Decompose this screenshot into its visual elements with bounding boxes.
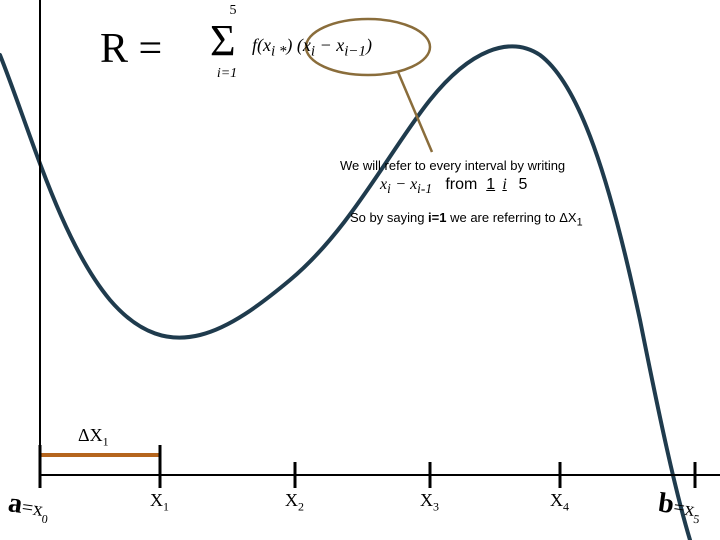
function-curve: [0, 46, 690, 540]
sum-lower-limit: i=1: [212, 66, 242, 82]
diagram-svg: [0, 0, 720, 540]
note-line3: So by saying i=1 we are referring to ΔX1: [350, 210, 583, 229]
endpoint-b: b=x5: [656, 487, 703, 527]
summand-paren: (x: [297, 35, 311, 55]
note-line2: xi − xi-1 from 1 i 5: [380, 176, 527, 197]
note-from: from: [445, 176, 477, 193]
formula-lhs: R =: [100, 25, 162, 73]
summand-im1: i−1: [344, 44, 366, 60]
diagram-stage: R = 5 Σ i=1 f(xi *) (xi − xi−1) We will …: [0, 0, 720, 540]
summand-f: f(x: [252, 35, 271, 55]
note-im1: i-1: [417, 181, 432, 196]
note-minus: − x: [395, 176, 417, 193]
delta-x1-label: ΔX1: [78, 425, 109, 450]
summand-minus: − x: [315, 35, 344, 55]
tick-label-x4: X4: [550, 490, 569, 515]
note-range-le2: [507, 181, 510, 192]
tick-label-x1: X1: [150, 490, 169, 515]
note3-post: we are referring to ΔX: [446, 210, 576, 225]
endpoint-a: a=x0: [6, 487, 52, 527]
tick-label-x2: X2: [285, 490, 304, 515]
summand: f(xi *) (xi − xi−1): [252, 35, 372, 61]
note3-bold: i=1: [428, 210, 446, 225]
note-range-5: 5: [518, 176, 527, 193]
note3-sub: 1: [577, 217, 583, 229]
tick-label-x3: X3: [420, 490, 439, 515]
summand-close: ): [366, 35, 372, 55]
note-line1: We will refer to every interval by writi…: [340, 158, 565, 173]
note-range-1: 1: [486, 176, 495, 193]
summand-f-sub: i *: [271, 44, 286, 60]
note3-pre: So by saying: [350, 210, 428, 225]
sigma-icon: Σ: [210, 15, 236, 66]
note-i: i: [387, 181, 391, 196]
